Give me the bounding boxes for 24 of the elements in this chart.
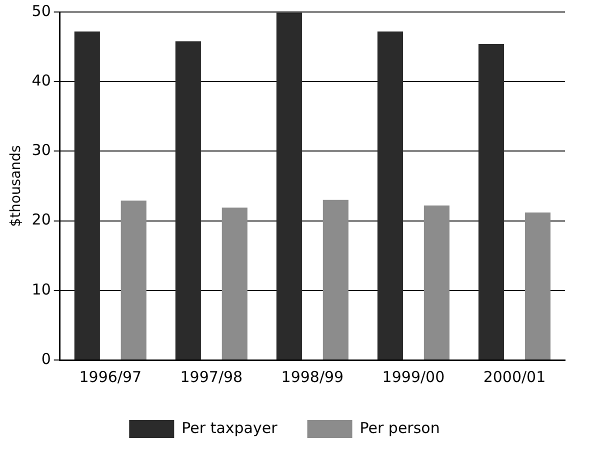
legend-label: Per taxpayer: [182, 418, 278, 437]
x-tick-label: 1998/99: [281, 368, 344, 386]
bar: [74, 31, 100, 360]
x-tick-label: 1996/97: [79, 368, 142, 386]
y-tick-label: 40: [32, 71, 51, 90]
bar: [175, 41, 201, 360]
x-tick-label: 2000/01: [483, 368, 546, 386]
y-tick-label: 50: [32, 2, 51, 20]
legend-label: Per person: [360, 418, 440, 437]
y-tick-label: 10: [32, 280, 51, 298]
y-tick-label: 20: [32, 210, 51, 229]
bar: [478, 44, 504, 360]
y-tick-label: 0: [41, 350, 51, 368]
y-tick-label: 30: [32, 141, 51, 160]
bar: [524, 212, 551, 360]
bar: [424, 205, 450, 360]
bar: [120, 200, 146, 360]
x-tick-label: 1997/98: [180, 368, 243, 386]
bar: [322, 200, 348, 360]
x-tick-label: 1999/00: [382, 368, 445, 386]
bar: [276, 12, 302, 360]
bar: [377, 31, 404, 360]
y-axis-title: $thousands: [8, 145, 24, 227]
bar: [222, 208, 248, 360]
